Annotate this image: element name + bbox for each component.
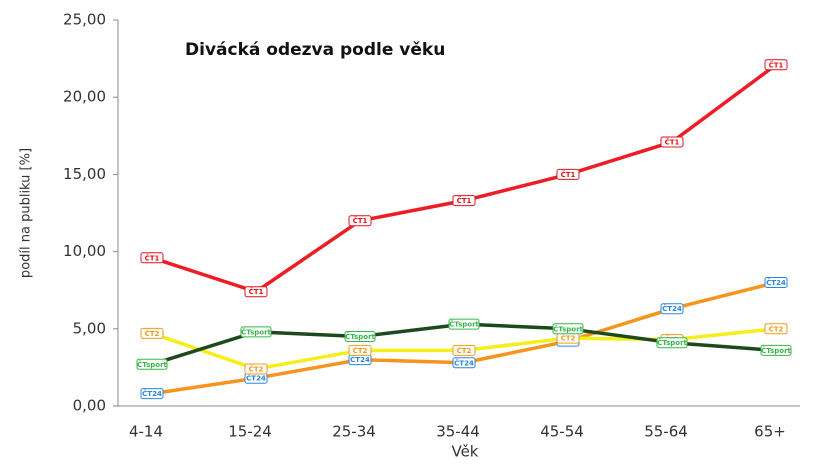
point-marker: ČTsport — [136, 358, 168, 370]
marker-badge — [764, 323, 788, 335]
series-line — [151, 63, 778, 294]
marker-label: ČT1 — [457, 196, 472, 205]
marker-label: ČTsport — [657, 338, 687, 347]
x-axis-label: Věk — [451, 443, 478, 461]
marker-badge — [348, 344, 372, 356]
marker-label: ČT24 — [350, 355, 370, 364]
x-tick-label: 15-24 — [228, 423, 272, 441]
point-marker: ČT24 — [764, 276, 788, 288]
marker-badge — [656, 337, 688, 349]
point-marker: ČT1 — [452, 195, 476, 207]
marker-label: ČT24 — [246, 374, 266, 383]
marker-label: ČT24 — [454, 358, 474, 367]
marker-badge — [452, 357, 476, 369]
marker-badge — [552, 323, 584, 335]
y-tick-label: 0,00 — [73, 397, 106, 415]
marker-badge — [244, 363, 268, 375]
marker-badge — [244, 286, 268, 298]
marker-label: ČT2 — [145, 329, 160, 338]
point-marker: ČT1 — [348, 215, 372, 227]
marker-label: ČTsport — [761, 346, 791, 355]
x-tick-label: 4-14 — [129, 423, 163, 441]
marker-badge — [140, 388, 164, 400]
marker-label: ČT24 — [142, 389, 162, 398]
marker-label: ČT1 — [353, 216, 368, 225]
point-marker: ČT24 — [244, 372, 268, 384]
marker-badge — [660, 136, 684, 148]
marker-label: ČT1 — [561, 170, 576, 179]
marker-badge — [452, 195, 476, 207]
y-axis-label: podíl na publiku [%] — [19, 148, 34, 278]
marker-badge — [448, 318, 480, 330]
x-tick-label: 55-64 — [644, 423, 688, 441]
marker-label: ČT1 — [665, 137, 680, 146]
marker-label: ČT2 — [769, 324, 784, 333]
marker-badge — [556, 168, 580, 180]
marker-label: ČT2 — [457, 346, 472, 355]
marker-label: ČTsport — [449, 320, 479, 329]
marker-badge — [348, 215, 372, 227]
x-tick-label: 65+ — [754, 423, 786, 441]
marker-badge — [140, 327, 164, 339]
marker-label: ČT24 — [662, 304, 682, 313]
point-marker: ČTsport — [240, 326, 272, 338]
y-tick-label: 20,00 — [63, 88, 106, 106]
marker-badge — [760, 344, 792, 356]
marker-label: ČTsport — [137, 360, 167, 369]
marker-label: ČTsport — [345, 332, 375, 341]
point-marker: ČT2 — [556, 332, 580, 344]
marker-badge — [136, 358, 168, 370]
point-marker: ČT1 — [764, 59, 788, 71]
marker-label: ČT24 — [766, 278, 786, 287]
point-marker: ČT1 — [140, 252, 164, 264]
marker-badge — [240, 326, 272, 338]
point-marker: ČT2 — [244, 363, 268, 375]
point-marker: ČTsport — [552, 323, 584, 335]
marker-label: ČT2 — [249, 364, 264, 373]
point-marker: ČT24 — [452, 357, 476, 369]
y-tick-label: 25,00 — [63, 11, 106, 29]
marker-badge — [660, 303, 684, 315]
marker-badge — [344, 331, 376, 343]
y-tick-label: 10,00 — [63, 242, 106, 260]
x-tick-label: 45-54 — [540, 423, 584, 441]
x-tick-label: 35-44 — [436, 423, 480, 441]
y-tick-label: 5,00 — [73, 319, 106, 337]
chart-title: Divácká odezva podle věku — [185, 40, 445, 60]
y-tick-label: 15,00 — [63, 165, 106, 183]
x-tick-label: 25-34 — [332, 423, 376, 441]
point-marker: ČTsport — [656, 337, 688, 349]
marker-label: ČT1 — [249, 287, 264, 296]
marker-badge — [140, 252, 164, 264]
marker-badge — [764, 276, 788, 288]
marker-label: ČTsport — [241, 327, 271, 336]
point-marker: ČTsport — [344, 331, 376, 343]
marker-label: ČT1 — [145, 253, 160, 262]
marker-label: ČTsport — [553, 324, 583, 333]
point-marker: ČT1 — [556, 168, 580, 180]
point-marker: ČT24 — [660, 303, 684, 315]
point-marker: ČT2 — [452, 344, 476, 356]
marker-label: ČT1 — [769, 60, 784, 69]
point-marker: ČT2 — [764, 323, 788, 335]
point-marker: ČT24 — [348, 354, 372, 366]
point-marker: ČT1 — [660, 136, 684, 148]
point-marker: ČTsport — [760, 344, 792, 356]
point-marker: ČT2 — [140, 327, 164, 339]
point-marker: ČT2 — [348, 344, 372, 356]
marker-badge — [764, 59, 788, 71]
marker-label: ČT2 — [353, 346, 368, 355]
point-marker: ČT1 — [244, 286, 268, 298]
marker-label: ČT2 — [561, 334, 576, 343]
marker-badge — [452, 344, 476, 356]
point-marker: ČTsport — [448, 318, 480, 330]
point-marker: ČT24 — [140, 388, 164, 400]
